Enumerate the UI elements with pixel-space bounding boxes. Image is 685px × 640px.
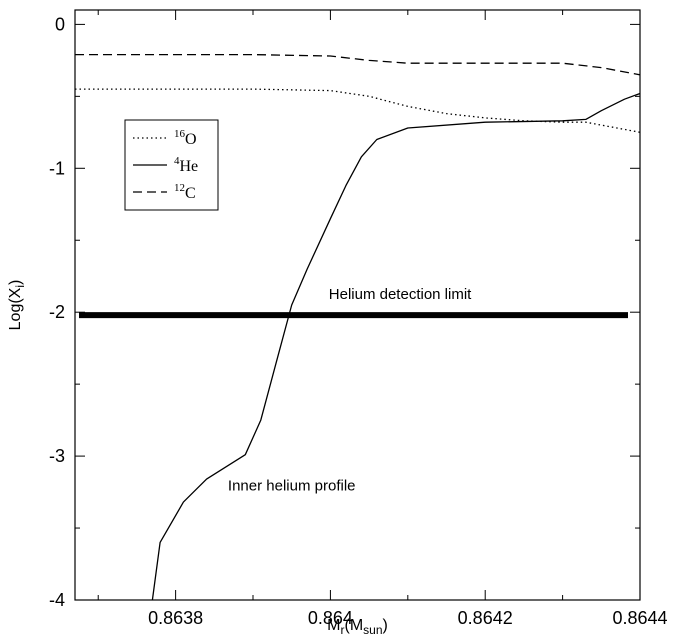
series-16O (75, 88, 640, 133)
legend-label: 4He (174, 155, 198, 175)
x-tick-label: 0.8644 (612, 608, 667, 628)
legend-label: 16O (174, 128, 197, 148)
x-tick-label: 0.8642 (458, 608, 513, 628)
x-tick-label: 0.8638 (148, 608, 203, 628)
legend: 16O 4He 12C (124, 119, 219, 211)
y-axis-label-close: ) (7, 280, 24, 285)
y-tick-label: -1 (49, 158, 65, 178)
legend-label: 12C (174, 182, 196, 202)
series-4He (151, 92, 640, 600)
y-tick-label: -3 (49, 446, 65, 466)
y-axis-label-sub: i (13, 285, 27, 288)
annotation-inner-profile: Inner helium profile (228, 478, 356, 495)
x-tick-label: 0.864 (308, 608, 353, 628)
annotation-detection-limit: Helium detection limit (329, 286, 472, 303)
x-axis-label-paren-open: (M (344, 617, 363, 634)
y-axis-label-main: Log(X (7, 287, 24, 330)
plot-frame (74, 9, 641, 601)
y-tick-label: -2 (49, 302, 65, 322)
x-axis-label-paren-close: ) (383, 617, 388, 634)
y-axis-label: Log(Xi) (7, 280, 27, 331)
x-axis-label-paren-sub: sun (363, 623, 382, 637)
x-axis-label-main: M (327, 617, 340, 634)
x-axis-label: Mr(Msun) (327, 617, 388, 637)
x-axis-label-sub: r (340, 623, 344, 637)
series-12C (75, 53, 640, 76)
y-tick-label: -4 (49, 590, 65, 610)
y-tick-label: 0 (55, 14, 65, 34)
